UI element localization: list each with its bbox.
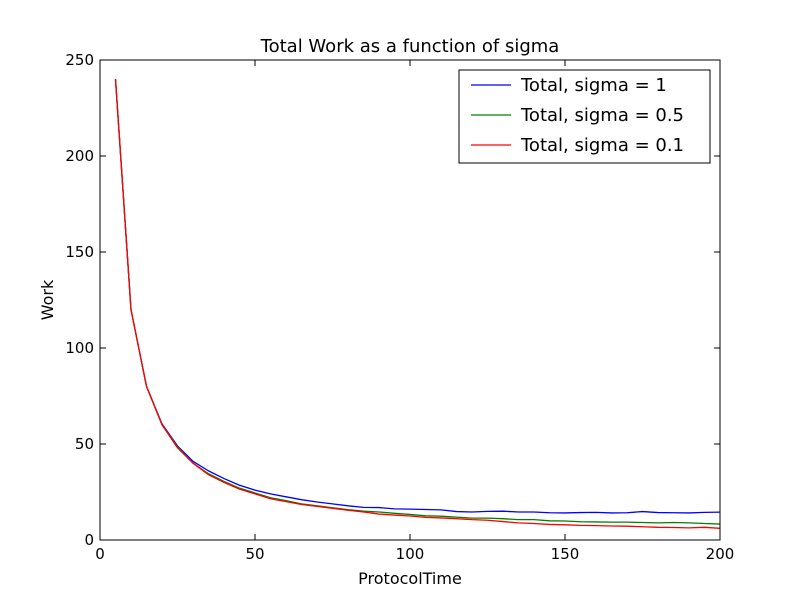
series-line-1 [114, 79, 720, 525]
y-tick-label: 250 [65, 51, 94, 69]
legend-label-1: Total, sigma = 0.5 [520, 105, 684, 126]
chart-title: Total Work as a function of sigma [260, 36, 560, 57]
x-tick-label: 50 [245, 545, 264, 563]
legend: Total, sigma = 1 Total, sigma = 0.5 Total,… [458, 69, 711, 164]
series-line-2 [114, 79, 720, 529]
plot-area: 0 50 100 150 200 0 50 100 150 200 250 [65, 51, 734, 563]
y-tick-label: 150 [65, 243, 94, 261]
x-tick-label: 0 [95, 545, 105, 563]
x-axis-label: ProtocolTime [358, 569, 462, 588]
x-tick-label: 200 [706, 545, 735, 563]
y-axis-label: Work [38, 279, 57, 320]
y-tick-label: 200 [65, 147, 94, 165]
legend-label-2: Total, sigma = 0.1 [520, 135, 684, 156]
y-tick-label: 0 [84, 531, 94, 549]
series-line-0 [114, 79, 720, 514]
legend-label-0: Total, sigma = 1 [520, 75, 667, 96]
x-tick-label: 100 [396, 545, 425, 563]
x-tick-label: 150 [551, 545, 580, 563]
y-tick-label: 100 [65, 339, 94, 357]
y-tick-label: 50 [75, 435, 94, 453]
